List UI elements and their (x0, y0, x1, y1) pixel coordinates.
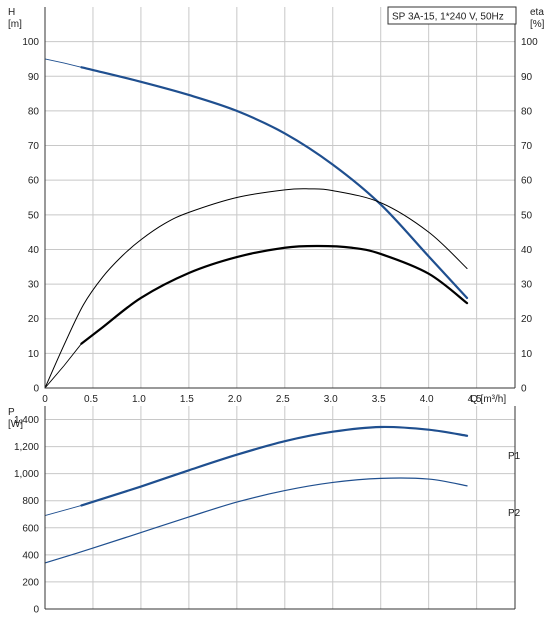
y-tick-label-p: 800 (22, 496, 39, 507)
y2-tick-label-eta: 20 (521, 314, 533, 325)
y-tick-label-p: 200 (22, 577, 39, 588)
head-curve (80, 66, 469, 300)
x-tick-label: 4.5 (468, 394, 482, 405)
y-tick-label-h: 80 (28, 106, 40, 117)
y-tick-label-h: 20 (28, 314, 40, 325)
y-tick-label-h: 90 (28, 72, 40, 83)
y-tick-label-h: 70 (28, 141, 40, 152)
y-tick-label-h: 40 (28, 245, 40, 256)
x-tick-label: 3.5 (372, 394, 386, 405)
x-tick-label: 1.0 (132, 394, 146, 405)
y2-tick-label-eta: 80 (521, 106, 533, 117)
efficiency-curve-total (80, 244, 469, 345)
y-tick-label-h: 0 (33, 384, 39, 395)
grid-layer (44, 7, 515, 610)
y2-tick-label-eta: 10 (521, 349, 533, 360)
y2-tick-label-eta: 60 (521, 176, 533, 187)
axes-layer: 0 0.5 1.0 1.5 2.0 2.5 3.0 3.5 4.0 4.5 0 10 20 30 40 50 6… (14, 7, 538, 616)
x-tick-label: 2.5 (276, 394, 290, 405)
y2-tick-label-eta: 70 (521, 141, 533, 152)
y-axis-unit-p: [W] (8, 419, 23, 430)
y2-tick-label-eta: 90 (521, 72, 533, 83)
y-tick-label-h: 10 (28, 349, 40, 360)
y-tick-label-h: 30 (28, 280, 40, 291)
legend-p1: P1 (508, 451, 521, 462)
y-tick-label-p: 1,200 (14, 442, 39, 453)
y-axis-label-p: P (8, 407, 15, 418)
efficiency-curve-pump (44, 188, 468, 389)
y-tick-label-p: 1,000 (14, 469, 39, 480)
y-tick-label-h: 60 (28, 176, 40, 187)
power-curve-p1 (80, 425, 469, 507)
y-tick-label-p: 0 (33, 605, 39, 616)
y-tick-label-p: 400 (22, 550, 39, 561)
y-tick-label-h: 50 (28, 210, 40, 221)
y-axis-label-h: H (8, 7, 15, 18)
x-tick-label: 4.0 (420, 394, 434, 405)
y2-tick-label-eta: 40 (521, 245, 533, 256)
power-curve-p2 (44, 477, 468, 564)
y-tick-label-h: 100 (22, 37, 39, 48)
y-tick-label-p: 600 (22, 523, 39, 534)
legend-p2: P2 (508, 508, 521, 519)
series-layer (44, 58, 469, 564)
x-tick-label: 2.0 (228, 394, 242, 405)
y-axis-unit-h: [m] (8, 19, 22, 30)
x-tick-label: 3.0 (324, 394, 338, 405)
title-box (387, 6, 517, 25)
y2-tick-label-eta: 0 (521, 384, 527, 395)
y2-tick-label-eta: 100 (521, 37, 538, 48)
y2-tick-label-eta: 30 (521, 280, 533, 291)
y-tick-label-p: 1,400 (14, 415, 39, 426)
x-tick-label: 0.5 (84, 394, 98, 405)
chart-title: SP 3A-15, 1*240 V, 50Hz (392, 12, 504, 23)
y2-axis-unit-eta: [%] (530, 19, 545, 30)
x-tick-label: 0 (42, 394, 48, 405)
power-curve-p1-extension (44, 505, 82, 517)
y2-axis-label-eta: eta (530, 7, 544, 18)
efficiency-curve-total-extension (44, 343, 82, 389)
head-curve-extension (44, 58, 82, 68)
x-tick-label: 1.5 (180, 394, 194, 405)
x-axis-label-q: Q [m³/h] (470, 394, 506, 405)
y2-tick-label-eta: 50 (521, 210, 533, 221)
